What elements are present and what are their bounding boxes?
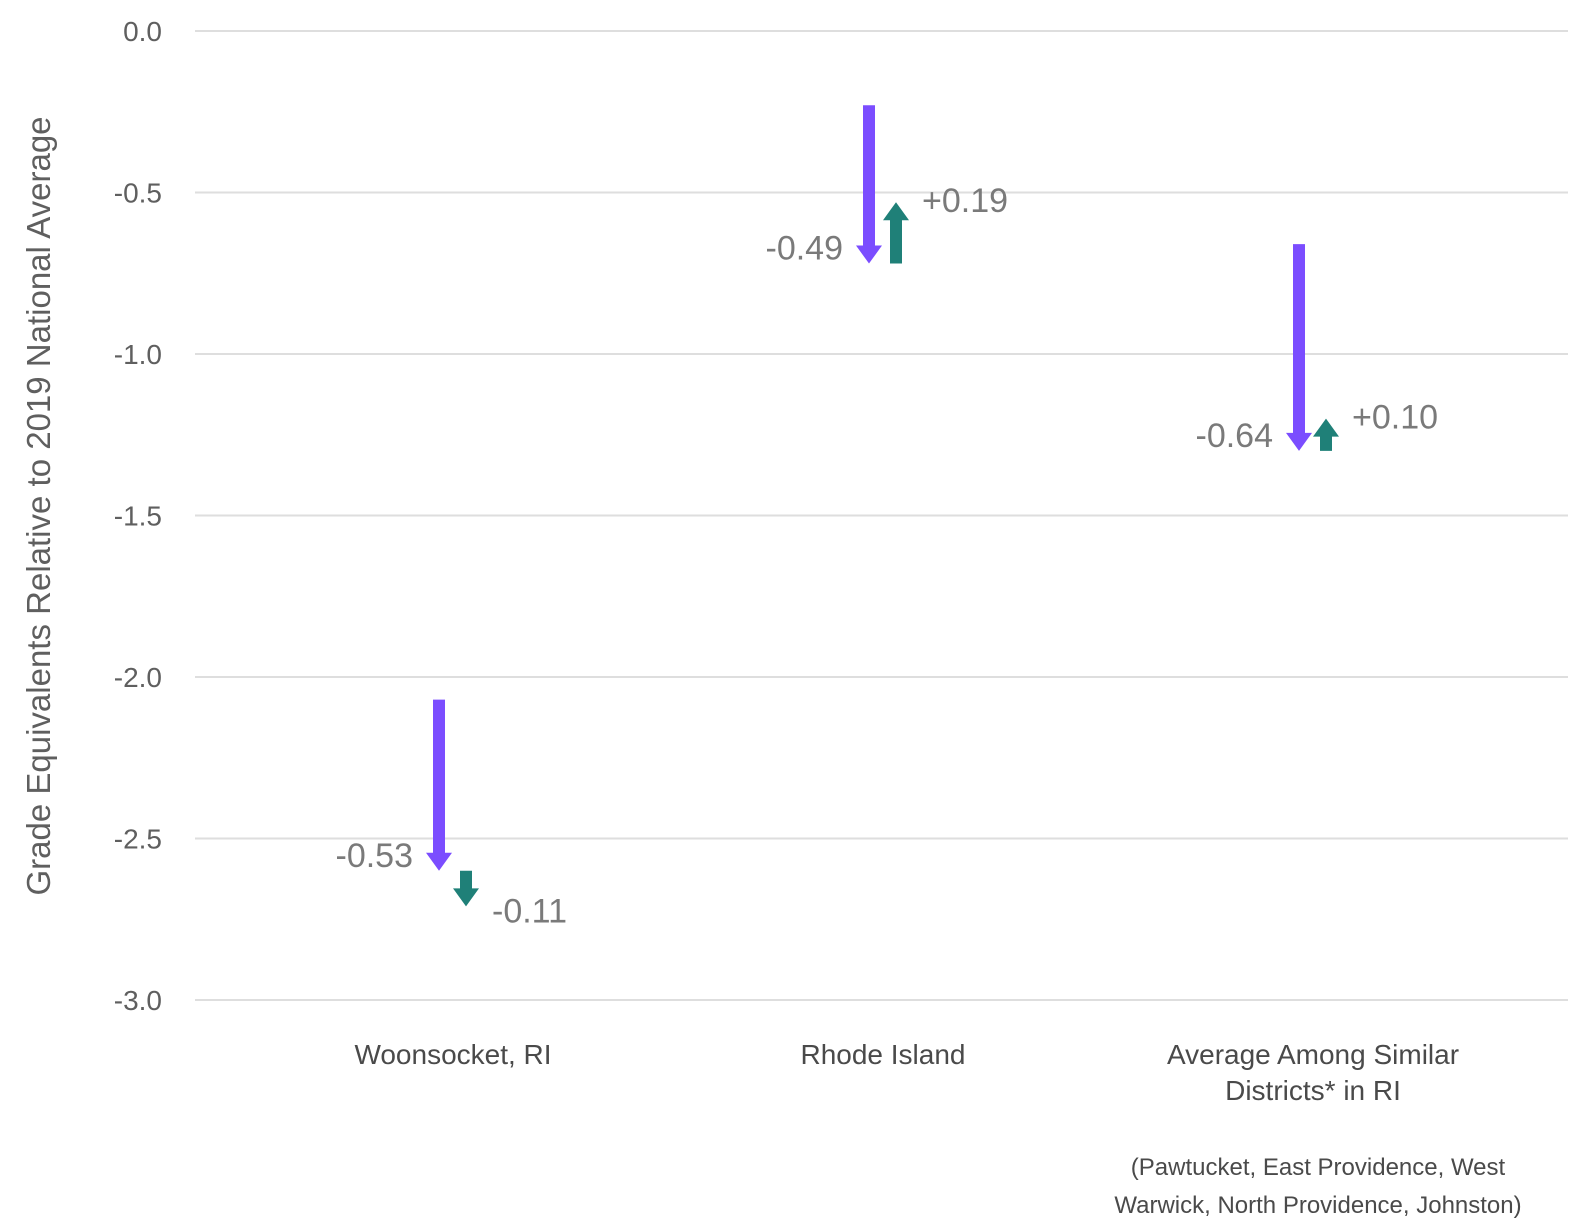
y-axis-label: Grade Equivalents Relative to 2019 Natio… xyxy=(20,116,57,895)
data-label: +0.10 xyxy=(1352,399,1438,437)
grid-lines xyxy=(195,30,1568,1001)
data-label: -0.11 xyxy=(492,892,567,930)
y-tick-label: -1.5 xyxy=(114,501,162,532)
arrow-mark xyxy=(1313,418,1339,451)
x-category-label: Districts* in RI xyxy=(1225,1075,1401,1106)
footnote-line: Warwick, North Providence, Johnston) xyxy=(1114,1192,1521,1219)
data-label: -0.64 xyxy=(1196,417,1274,455)
footnote: (Pawtucket, East Providence, West Warwick… xyxy=(1114,1154,1521,1219)
arrow-mark xyxy=(1286,244,1312,451)
y-tick-label: -2.0 xyxy=(114,662,162,693)
y-tick-label: 0.0 xyxy=(123,16,162,47)
y-tick-label: -1.0 xyxy=(114,339,162,370)
arrow-marks xyxy=(426,105,1339,907)
data-label: -0.53 xyxy=(336,837,414,875)
arrow-mark xyxy=(426,699,452,871)
y-axis: 0.0 -0.5 -1.0 -1.5 -2.0 -2.5 -3.0 xyxy=(114,16,162,1016)
arrow-mark xyxy=(883,202,909,264)
y-tick-label: -3.0 xyxy=(114,985,162,1016)
arrow-mark xyxy=(453,870,479,907)
data-label: +0.19 xyxy=(922,182,1008,220)
data-labels: -0.53 -0.49 -0.64 -0.11 +0.19 +0.10 xyxy=(336,182,1439,930)
x-category-label: Rhode Island xyxy=(800,1039,965,1070)
y-tick-label: -0.5 xyxy=(114,178,162,209)
y-tick-label: -2.5 xyxy=(114,824,162,855)
x-category-label: Average Among Similar xyxy=(1167,1039,1459,1070)
data-label: -0.49 xyxy=(766,230,844,268)
arrow-mark xyxy=(856,105,882,264)
footnote-line: (Pawtucket, East Providence, West xyxy=(1131,1154,1506,1181)
x-category-label: Woonsocket, RI xyxy=(354,1039,551,1070)
x-axis-categories: Woonsocket, RI Rhode Island Average Among … xyxy=(354,1039,1459,1106)
